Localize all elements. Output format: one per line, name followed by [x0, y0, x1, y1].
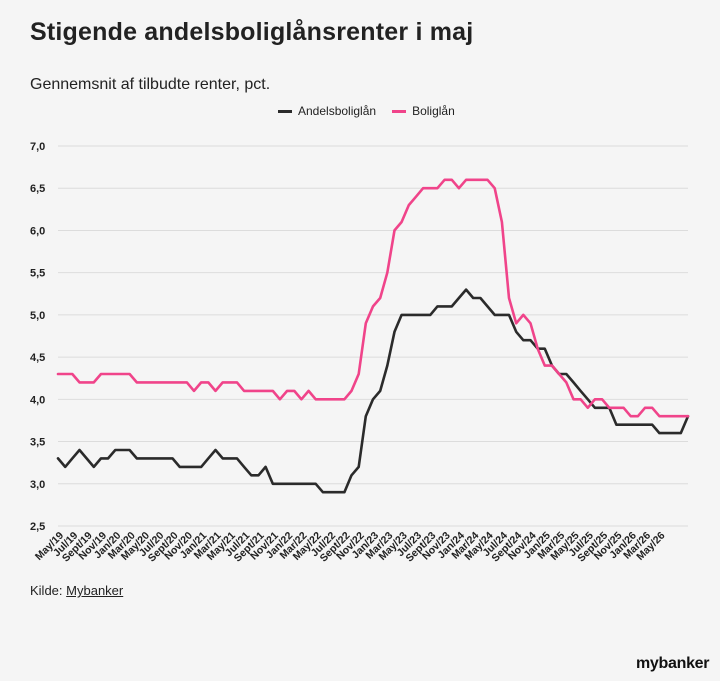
series-line-boliglan — [56, 178, 690, 418]
y-tick-label: 4,0 — [30, 394, 45, 406]
legend-swatch-andelsboliglan — [278, 109, 292, 113]
legend-item-boliglan: Boliglån — [392, 104, 455, 118]
y-tick-label: 6,0 — [30, 225, 45, 237]
legend-label-boliglan: Boliglån — [412, 104, 455, 118]
legend-swatch-boliglan — [392, 109, 407, 113]
source-note: Kilde: Mybanker — [30, 583, 123, 598]
y-tick-label: 5,5 — [30, 268, 45, 280]
mybanker-logo: mybanker — [636, 655, 710, 672]
legend: Andelsboliglån Boliglån — [278, 104, 471, 118]
y-tick-label: 6,5 — [30, 183, 45, 195]
source-label: Kilde: — [30, 583, 63, 598]
chart-subtitle: Gennemsnit af tilbudte renter, pct. — [30, 76, 271, 93]
y-tick-label: 3,0 — [30, 479, 45, 491]
y-tick-label: 4,5 — [30, 352, 45, 364]
chart-title: Stigende andelsboliglånsrenter i maj — [30, 18, 474, 46]
y-tick-label: 2,5 — [30, 521, 45, 533]
legend-item-andelsboliglan: Andelsboliglån — [278, 104, 376, 118]
source-link[interactable]: Mybanker — [66, 583, 124, 598]
y-tick-label: 5,0 — [30, 310, 45, 322]
y-tick-label: 7,0 — [30, 141, 45, 153]
y-tick-label: 3,5 — [30, 437, 45, 449]
legend-label-andelsboliglan: Andelsboliglån — [298, 104, 377, 118]
series-line-andelsboliglan — [56, 288, 690, 494]
